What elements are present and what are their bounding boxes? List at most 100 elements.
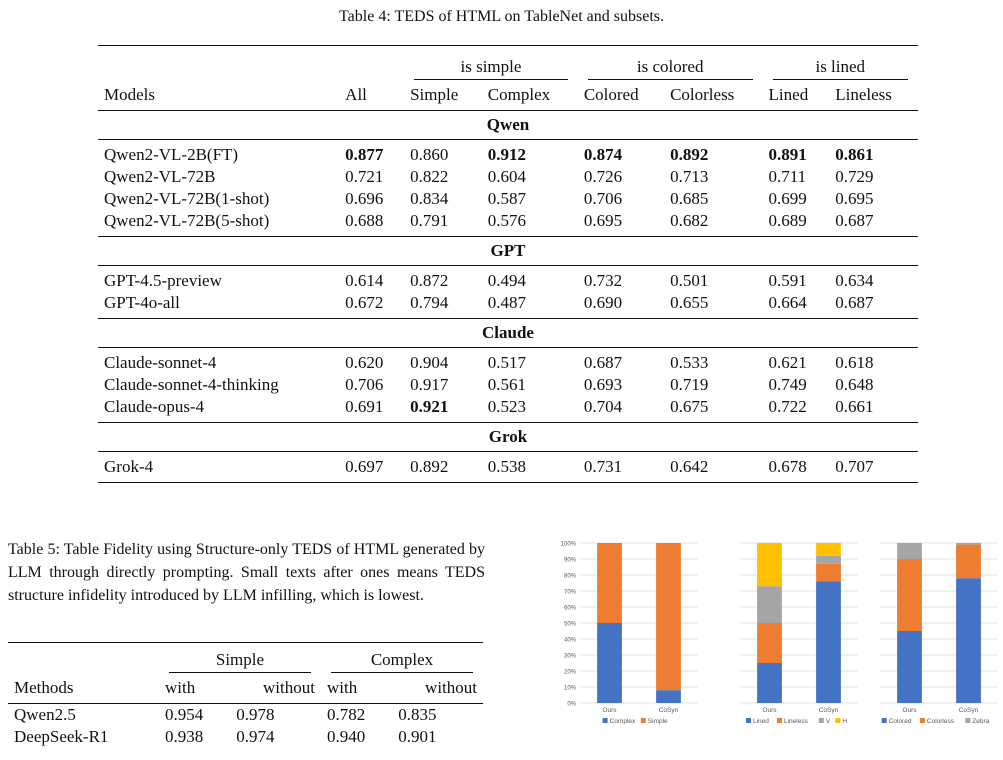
score-cell: 0.690 xyxy=(578,292,664,319)
score-cell: 0.835 xyxy=(398,705,437,724)
score-cell: 0.974 xyxy=(236,727,275,746)
group-header: is lined xyxy=(763,52,918,80)
column-header: All xyxy=(345,85,367,104)
y-tick-label: 60% xyxy=(564,606,577,612)
score-value: 0.620 xyxy=(345,353,384,372)
bar-segment xyxy=(757,663,782,703)
score-value: 0.675 xyxy=(670,397,709,416)
table-row: Claude-sonnet-4 0.620 0.904 0.517 0.687 0.533… xyxy=(98,347,918,374)
y-tick-label: 90% xyxy=(564,558,577,564)
bar-segment xyxy=(956,544,981,579)
score-cell: 0.711 xyxy=(763,166,830,188)
score-cell: 0.538 xyxy=(481,451,578,483)
score-value: 0.921 xyxy=(410,397,449,416)
legend-swatch xyxy=(835,718,841,723)
table-row: Grok-4 0.697 0.892 0.538 0.731 0.642 0.678 0.70… xyxy=(98,451,918,483)
score-cell: 0.794 xyxy=(404,292,482,319)
score-cell: 0.487 xyxy=(482,292,578,319)
score-cell: 0.860 xyxy=(404,139,482,166)
column-header: with xyxy=(164,678,196,697)
column-header: Methods xyxy=(14,678,74,697)
bar-segment xyxy=(897,543,922,559)
bar-segment xyxy=(757,543,782,587)
model-name: Qwen2-VL-72B(5-shot) xyxy=(104,211,270,230)
bar-segment xyxy=(816,555,841,564)
bar-segment xyxy=(956,578,981,703)
table-row: DeepSeek-R1 0.938 0.974 0.940 0.901 xyxy=(8,726,483,748)
score-cell: 0.687 xyxy=(577,347,665,374)
score-cell: 0.917 xyxy=(404,374,482,396)
score-value: 0.678 xyxy=(768,457,807,476)
bar-segment xyxy=(897,631,922,703)
score-cell: 0.618 xyxy=(829,347,918,374)
y-tick-label: 0% xyxy=(567,702,576,708)
score-value: 0.533 xyxy=(670,353,709,372)
legend-label: V xyxy=(826,718,831,725)
score-value: 0.732 xyxy=(583,271,623,290)
score-cell: 0.892 xyxy=(664,139,763,166)
legend-swatch xyxy=(777,718,782,723)
score-cell: 0.620 xyxy=(339,347,405,374)
score-value: 0.591 xyxy=(768,271,807,290)
score-value: 0.695 xyxy=(583,211,623,230)
score-value: 0.892 xyxy=(670,145,709,164)
score-cell: 0.834 xyxy=(404,188,482,210)
score-value: 0.517 xyxy=(487,353,527,372)
model-name: GPT-4o-all xyxy=(104,293,180,312)
empty-cell xyxy=(8,649,159,673)
score-value: 0.722 xyxy=(768,397,807,416)
score-cell: 0.749 xyxy=(763,374,830,396)
method-name: Qwen2.5 xyxy=(14,705,76,724)
column-header: without xyxy=(425,678,477,697)
x-tick-label: Ours xyxy=(902,707,917,714)
score-value: 0.731 xyxy=(583,457,623,476)
score-cell: 0.604 xyxy=(482,166,578,188)
legend-label: Zebra xyxy=(972,718,989,725)
score-cell: 0.722 xyxy=(763,396,830,423)
score-cell: 0.706 xyxy=(578,188,664,210)
score-cell: 0.689 xyxy=(763,210,830,237)
score-value: 0.872 xyxy=(410,271,449,290)
score-value: 0.614 xyxy=(345,271,384,290)
section-title: Claude xyxy=(482,323,534,342)
y-tick-label: 30% xyxy=(564,654,577,660)
legend-label: H xyxy=(842,718,847,725)
score-cell: 0.921 xyxy=(404,396,482,423)
empty-cell xyxy=(339,52,404,80)
score-cell: 0.642 xyxy=(664,451,763,483)
column-header: Models xyxy=(104,85,155,104)
score-value: 0.699 xyxy=(768,189,807,208)
score-cell: 0.634 xyxy=(829,265,918,292)
bar-segment xyxy=(656,690,681,703)
column-header: Lined xyxy=(768,85,809,104)
model-name: Grok-4 xyxy=(98,451,340,483)
score-cell: 0.892 xyxy=(404,451,482,483)
legend-label: Colorless xyxy=(927,718,955,725)
bar-segment xyxy=(956,543,981,545)
bar-segment xyxy=(597,543,622,623)
score-cell: 0.533 xyxy=(664,347,763,374)
score-value: 0.695 xyxy=(835,189,874,208)
chart-1: Ours CoSyn Lined Lineless V H xyxy=(740,542,858,725)
score-value: 0.711 xyxy=(768,167,807,186)
bar-segment xyxy=(816,581,841,703)
score-value: 0.687 xyxy=(583,353,623,372)
score-cell: 0.517 xyxy=(481,347,578,374)
legend-swatch xyxy=(602,718,608,723)
score-cell: 0.648 xyxy=(829,374,918,396)
score-cell: 0.695 xyxy=(578,210,664,237)
table-row: Claude-sonnet-4-thinking 0.706 0.917 0.561 0… xyxy=(98,374,918,396)
score-cell: 0.699 xyxy=(763,188,830,210)
section-title: Grok xyxy=(488,427,528,446)
score-value: 0.877 xyxy=(345,145,384,164)
legend-swatch xyxy=(965,718,971,723)
score-cell: 0.682 xyxy=(664,210,762,237)
x-tick-label: CoSyn xyxy=(819,707,839,714)
score-value: 0.634 xyxy=(835,271,874,290)
score-value: 0.822 xyxy=(410,167,449,186)
legend-swatch xyxy=(881,718,887,723)
y-tick-label: 40% xyxy=(564,638,577,644)
score-cell: 0.587 xyxy=(482,188,578,210)
legend-label: Colored xyxy=(889,718,912,725)
y-tick-label: 70% xyxy=(564,590,577,596)
